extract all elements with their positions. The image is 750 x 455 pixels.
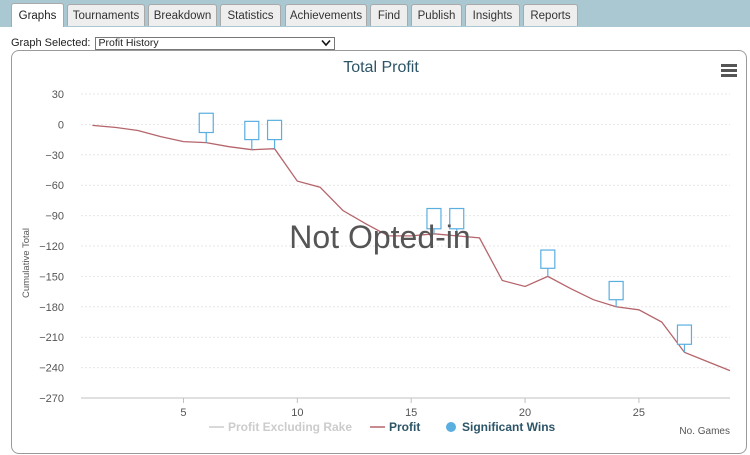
tab-statistics[interactable]: Statistics bbox=[220, 4, 281, 26]
x-tick-label: 10 bbox=[291, 407, 303, 419]
candle-body bbox=[266, 119, 283, 141]
y-tick-label: −150 bbox=[39, 271, 64, 283]
candle-body bbox=[676, 324, 693, 345]
candle-body bbox=[608, 280, 624, 301]
tab-graphs[interactable]: Graphs bbox=[11, 3, 64, 27]
x-tick-label: 20 bbox=[519, 407, 531, 419]
y-tick-label: −120 bbox=[39, 241, 64, 253]
candle-body bbox=[198, 112, 214, 134]
tab-reports[interactable]: Reports bbox=[523, 4, 578, 26]
legend-item-profit-excluding-rake[interactable]: Profit Excluding Rake bbox=[209, 420, 352, 434]
legend-label: Significant Wins bbox=[462, 420, 556, 434]
tab-breakdown[interactable]: Breakdown bbox=[148, 4, 217, 26]
not-opted-in-overlay: Not Opted-in bbox=[289, 219, 470, 255]
chart-title: Total Profit bbox=[343, 59, 419, 76]
significant-win-candle[interactable] bbox=[676, 324, 693, 353]
legend-item-profit[interactable]: Profit bbox=[370, 420, 420, 434]
profit-chart: Total Profit 30 0 −30 −60 −90 −120 −150 −180 −21… bbox=[21, 59, 737, 437]
graph-selector-label: Graph Selected: bbox=[11, 37, 91, 49]
legend-item-significant-wins[interactable]: Significant Wins bbox=[446, 420, 556, 434]
y-tick-label: −180 bbox=[39, 302, 64, 314]
y-tick-label: −210 bbox=[39, 332, 64, 344]
x-tick-label: 25 bbox=[633, 407, 645, 419]
y-tick-label: −240 bbox=[39, 363, 64, 375]
tab-insights[interactable]: Insights bbox=[465, 4, 520, 26]
graph-select-dropdown[interactable]: Profit History bbox=[94, 36, 335, 50]
profit-series-line bbox=[92, 124, 731, 372]
candle-body bbox=[540, 249, 556, 269]
y-tick-label: 0 bbox=[58, 119, 64, 131]
legend-label: Profit Excluding Rake bbox=[228, 420, 352, 434]
significant-win-candle[interactable] bbox=[449, 207, 465, 236]
chart-panel: Total Profit 30 0 −30 −60 −90 −120 −150 −180 −21… bbox=[11, 50, 747, 454]
graph-selector-row: Graph Selected: Profit History bbox=[11, 36, 335, 50]
tab-tournaments[interactable]: Tournaments bbox=[67, 4, 145, 26]
significant-win-candle[interactable] bbox=[244, 120, 260, 150]
hamburger-menu-icon[interactable] bbox=[721, 64, 737, 77]
x-tick-label: 5 bbox=[180, 407, 186, 419]
candle-body bbox=[244, 120, 260, 141]
significant-win-candle[interactable] bbox=[198, 112, 214, 143]
chevron-down-icon bbox=[320, 39, 331, 47]
y-axis-label: Cumulative Total bbox=[21, 228, 32, 298]
tab-find[interactable]: Find bbox=[370, 4, 408, 26]
y-tick-label: −60 bbox=[45, 180, 64, 192]
significant-win-candle[interactable] bbox=[608, 280, 624, 307]
y-tick-label: −270 bbox=[39, 393, 64, 405]
significant-win-candle[interactable] bbox=[426, 207, 442, 234]
legend-dot-symbol bbox=[446, 422, 456, 432]
graph-select-value: Profit History bbox=[98, 37, 159, 49]
x-axis-label: No. Games bbox=[679, 426, 730, 437]
legend-label: Profit bbox=[389, 420, 420, 434]
candle-body bbox=[449, 207, 465, 230]
y-tick-label: −90 bbox=[45, 211, 64, 223]
x-tick-label: 15 bbox=[405, 407, 417, 419]
y-tick-label: 30 bbox=[52, 89, 64, 101]
significant-win-candle[interactable] bbox=[266, 119, 283, 149]
tab-achievements[interactable]: Achievements bbox=[285, 4, 367, 26]
y-tick-label: −30 bbox=[45, 150, 64, 162]
tab-bar: Graphs Tournaments Breakdown Statistics Achi… bbox=[0, 0, 750, 27]
tab-publish[interactable]: Publish bbox=[411, 4, 462, 26]
candle-body bbox=[426, 207, 442, 230]
significant-win-candle[interactable] bbox=[540, 249, 556, 277]
